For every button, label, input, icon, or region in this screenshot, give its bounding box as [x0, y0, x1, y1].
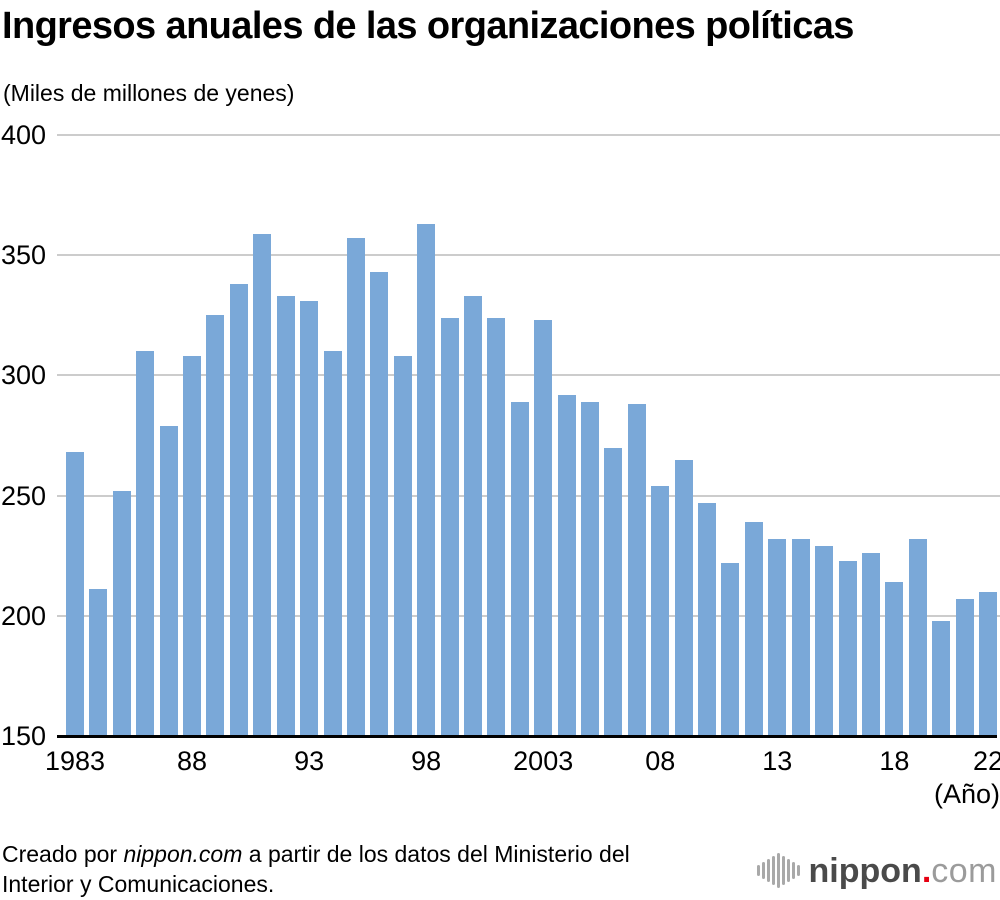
bar — [487, 317, 506, 737]
chart-unit-label: (Miles de millones de yenes) — [3, 80, 295, 106]
bar — [393, 356, 412, 737]
bar — [66, 452, 84, 737]
bar — [768, 538, 787, 737]
bar — [861, 553, 880, 737]
y-tick-label: 300 — [0, 360, 46, 391]
bar — [651, 485, 670, 737]
x-tick-label: 2003 — [513, 746, 574, 776]
nippon-logo: nippon.com — [756, 853, 997, 888]
y-tick-label: 400 — [0, 120, 46, 150]
x-tick-label: 13 — [762, 746, 793, 776]
bar — [510, 401, 529, 737]
bar — [674, 459, 693, 737]
bar — [955, 598, 974, 737]
chart-title: Ingresos anuales de las organizaciones p… — [2, 5, 854, 47]
bar — [89, 589, 108, 737]
y-tick-label: 200 — [0, 600, 46, 631]
soundwave-bar — [766, 859, 770, 882]
grid-line — [57, 374, 1000, 377]
soundwave-bar — [791, 862, 795, 879]
bar — [253, 233, 272, 737]
x-tick-label: 22 — [972, 746, 1000, 776]
soundwave-bar — [761, 862, 765, 879]
bar — [791, 538, 810, 737]
soundwave-icon — [756, 853, 800, 888]
bar — [744, 522, 763, 737]
credit-line-2: Interior y Comunicaciones. — [2, 871, 275, 897]
bar — [908, 538, 927, 737]
grid-line — [57, 134, 1000, 136]
bar — [604, 447, 623, 737]
bar — [300, 300, 319, 737]
bar — [136, 351, 155, 737]
bar — [838, 560, 857, 737]
bar — [698, 502, 717, 737]
x-tick-label: 93 — [294, 746, 325, 776]
bar — [417, 223, 436, 737]
bar — [627, 404, 646, 737]
x-axis-line — [57, 735, 997, 738]
bar — [229, 284, 248, 737]
bar — [932, 620, 951, 737]
credit-source-name: nippon.com — [123, 841, 243, 867]
bar — [581, 401, 600, 737]
credit-text: Creado por nippon.com a partir de los da… — [2, 839, 630, 899]
bar — [112, 490, 131, 737]
x-axis-unit-label: (Año) — [933, 779, 1000, 809]
bar — [979, 591, 997, 737]
bar — [885, 582, 904, 737]
grid-line — [57, 254, 1000, 257]
soundwave-bar — [756, 865, 760, 876]
bar — [183, 356, 202, 737]
soundwave-bar — [796, 865, 800, 876]
credit-line-1: Creado por nippon.com a partir de los da… — [2, 841, 630, 867]
y-tick-label: 150 — [0, 721, 46, 751]
y-tick-label: 250 — [0, 480, 46, 511]
soundwave-bar — [776, 853, 780, 888]
bar — [463, 296, 482, 737]
bar — [534, 320, 553, 737]
bar — [440, 317, 459, 737]
logo-dot: . — [921, 851, 932, 890]
soundwave-bar — [781, 856, 785, 885]
bar — [323, 351, 342, 737]
bar — [346, 238, 365, 737]
logo-tld: com — [931, 851, 997, 890]
x-tick-label: 88 — [177, 746, 208, 776]
bar — [159, 425, 178, 737]
x-tick-label: 1983 — [44, 746, 106, 776]
bar — [815, 546, 834, 737]
bar — [370, 272, 389, 737]
soundwave-bar — [786, 859, 790, 882]
x-tick-label: 18 — [879, 746, 910, 776]
bar — [276, 296, 295, 737]
logo-brand: nippon — [808, 851, 922, 890]
soundwave-bar — [771, 856, 775, 885]
bar — [721, 562, 740, 737]
y-tick-label: 350 — [0, 240, 46, 271]
bar — [557, 394, 576, 737]
bar — [206, 315, 225, 737]
nippon-logo-text: nippon.com — [809, 854, 997, 888]
x-tick-label: 98 — [411, 746, 442, 776]
x-tick-label: 08 — [645, 746, 676, 776]
